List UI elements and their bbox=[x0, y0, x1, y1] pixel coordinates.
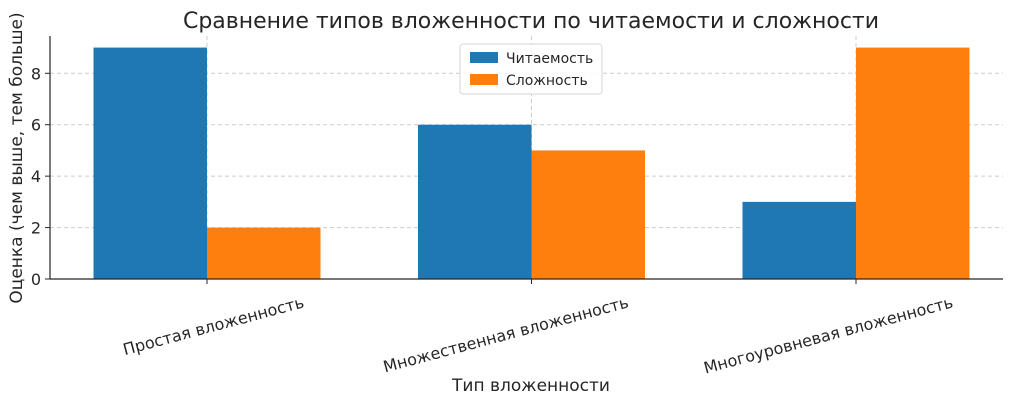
y-axis-label: Оценка (чем выше, тем больше) bbox=[7, 12, 27, 303]
axes bbox=[45, 36, 1003, 284]
chart-title: Сравнение типов вложенности по читаемост… bbox=[183, 9, 879, 34]
legend-swatch bbox=[470, 52, 498, 63]
legend: Читаемость Сложность bbox=[459, 43, 603, 95]
y-tick-label: 4 bbox=[31, 167, 41, 186]
y-tick-labels: 0 2 4 6 8 bbox=[31, 64, 41, 289]
y-tick-label: 8 bbox=[31, 64, 41, 83]
x-tick-labels: Простая вложенность Множественная вложенн… bbox=[121, 293, 955, 378]
legend-swatch bbox=[470, 74, 498, 85]
bars bbox=[93, 47, 970, 280]
x-axis-label: Тип вложенности bbox=[451, 376, 610, 396]
bar-readability bbox=[418, 124, 532, 279]
y-tick-label: 2 bbox=[31, 219, 41, 238]
bar-readability bbox=[742, 201, 856, 279]
x-tick-label: Множественная вложенность bbox=[381, 293, 630, 377]
bar-complexity bbox=[207, 227, 321, 279]
y-tick-label: 0 bbox=[31, 270, 41, 289]
legend-label: Сложность bbox=[506, 73, 588, 89]
bar-readability bbox=[93, 47, 207, 280]
x-tick-label: Многоуровневая вложенность bbox=[702, 293, 955, 378]
bar-complexity bbox=[531, 150, 645, 279]
x-tick-label: Простая вложенность bbox=[121, 293, 306, 360]
y-tick-label: 6 bbox=[31, 116, 41, 135]
legend-label: Читаемость bbox=[506, 51, 593, 67]
bar-complexity bbox=[856, 47, 970, 280]
